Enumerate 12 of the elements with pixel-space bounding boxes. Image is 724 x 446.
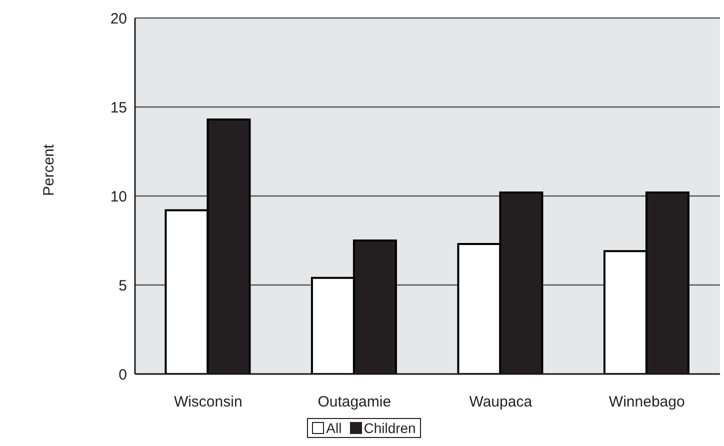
legend-label: All: [325, 420, 342, 436]
x-tick-label: Outagamie: [318, 394, 392, 411]
x-tick-label: Wisconsin: [174, 394, 242, 411]
x-tick-label: Waupaca: [469, 394, 533, 411]
legend-label: Children: [362, 420, 416, 436]
y-tick-label: 5: [118, 277, 127, 294]
y-tick-label: 20: [110, 10, 127, 28]
y-tick-label: 0: [118, 366, 127, 384]
y-tick-label: 10: [110, 188, 127, 206]
y-axis-title: Percent: [40, 143, 58, 196]
y-tick-label: 15: [110, 99, 127, 116]
x-tick-label: Winnebago: [608, 394, 685, 411]
